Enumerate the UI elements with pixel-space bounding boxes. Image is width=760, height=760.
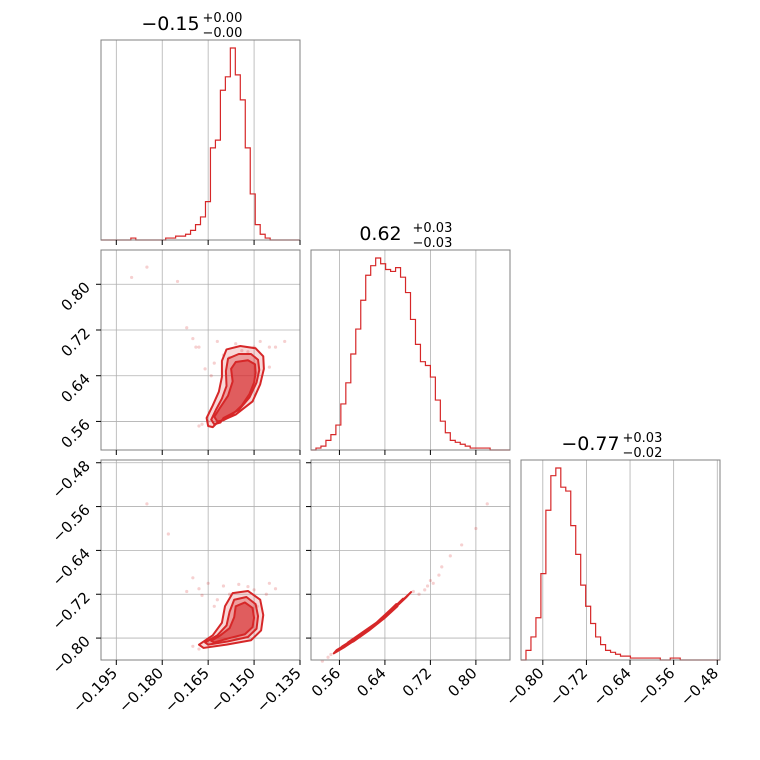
- panel-frame-pair0: [100, 249, 301, 451]
- scatter-point-pair0-13: [185, 326, 189, 330]
- histogram-frame-2: [520, 459, 721, 661]
- scatter-point-pair1-4: [221, 584, 226, 588]
- histogram-frame-1: [310, 249, 511, 451]
- title-plus-2: +0.03: [623, 431, 663, 446]
- scatter-point-pair0-15: [246, 350, 250, 354]
- scatter-point-pair1-11: [252, 588, 256, 592]
- scatter-point-pair2-4: [448, 554, 452, 558]
- y-tick-label-2-0: −0.80: [49, 632, 94, 677]
- histogram-0: [101, 47, 300, 241]
- histogram-frame-0: [100, 39, 301, 241]
- scatter-point-pair2-10: [329, 652, 333, 657]
- scatter-point-pair1-6: [267, 581, 271, 585]
- scatter-point-pair0-18: [200, 422, 204, 426]
- scatter-point-pair2-14: [437, 573, 441, 577]
- y-tick-label-1-0: 0.56: [57, 416, 93, 452]
- scatter-point-pair2-2: [428, 578, 432, 583]
- contour-pair1-0: [210, 601, 256, 644]
- x-tick-label-0-4: −0.135: [253, 664, 305, 716]
- scatter-point-pair1-10: [185, 589, 189, 594]
- scatter-point-pair2-6: [474, 526, 478, 531]
- x-tick-label-2-3: −0.56: [633, 664, 678, 709]
- scatter-point-pair0-22: [234, 342, 238, 346]
- contour-pair0-0: [213, 359, 257, 423]
- x-tick-label-0-2: −0.165: [161, 664, 213, 716]
- scatter-point-pair1-9: [215, 598, 219, 602]
- x-tick-label-2-4: −0.48: [677, 664, 722, 709]
- y-tick-label-2-3: −0.56: [49, 501, 94, 546]
- scatter-point-pair0-24: [240, 348, 244, 353]
- scatter-point-pair0-3: [267, 345, 271, 349]
- histogram-2: [521, 467, 720, 661]
- x-tick-label-1-0: 0.56: [308, 664, 344, 700]
- x-tick-label-0-3: −0.150: [207, 664, 259, 716]
- y-tick-label-2-2: −0.64: [49, 545, 94, 590]
- scatter-point-pair1-15: [191, 644, 195, 648]
- title-median-0: −0.15: [141, 13, 199, 35]
- scatter-point-pair1-14: [212, 604, 216, 608]
- scatter-point-pair1-17: [264, 592, 268, 596]
- scatter-point-pair0-9: [267, 365, 271, 369]
- scatter-point-pair2-0: [417, 592, 421, 596]
- panel-frame-pair1: [100, 459, 301, 661]
- scatter-point-pair0-12: [130, 275, 134, 280]
- x-tick-label-2-1: −0.72: [546, 664, 591, 709]
- x-tick-label-2-2: −0.64: [590, 664, 635, 709]
- scatter-point-pair1-8: [227, 592, 232, 596]
- scatter-point-pair0-2: [197, 345, 201, 349]
- scatter-point-pair1-7: [273, 587, 278, 591]
- scatter-point-pair2-9: [326, 655, 330, 659]
- x-tick-label-1-1: 0.64: [353, 664, 389, 700]
- contour-pair2-0: [345, 603, 399, 646]
- scatter-point-pair1-1: [166, 532, 170, 536]
- scatter-point-pair0-20: [209, 374, 213, 378]
- scatter-point-pair1-0: [145, 502, 149, 506]
- scatter-point-pair0-23: [194, 345, 198, 349]
- scatter-point-pair1-5: [197, 587, 201, 591]
- y-tick-label-1-1: 0.64: [57, 370, 93, 406]
- scatter-point-pair2-12: [423, 588, 427, 592]
- scatter-point-pair2-3: [440, 565, 444, 569]
- scatter-point-pair0-11: [175, 279, 180, 284]
- scatter-point-pair0-10: [273, 345, 278, 349]
- scatter-point-pair0-16: [258, 339, 262, 344]
- scatter-point-pair0-1: [191, 336, 195, 341]
- scatter-point-pair0-14: [283, 339, 287, 344]
- x-tick-label-1-2: 0.72: [399, 664, 435, 700]
- scatter-point-pair0-19: [197, 424, 201, 428]
- scatter-point-pair2-5: [460, 543, 464, 547]
- y-tick-label-2-1: −0.72: [49, 588, 94, 633]
- panel-frame-pair2: [310, 459, 511, 661]
- scatter-point-pair0-7: [212, 361, 216, 365]
- scatter-point-pair1-12: [237, 582, 241, 586]
- scatter-point-pair1-13: [200, 593, 204, 597]
- title-median-2: −0.77: [561, 433, 619, 455]
- scatter-point-pair1-16: [197, 647, 201, 651]
- y-tick-label-1-3: 0.80: [57, 278, 93, 314]
- x-tick-label-0-0: −0.195: [69, 664, 121, 716]
- scatter-point-pair1-18: [246, 584, 250, 589]
- x-tick-label-1-3: 0.80: [444, 664, 480, 700]
- y-tick-label-1-2: 0.72: [57, 324, 93, 360]
- scatter-point-pair2-13: [431, 581, 435, 585]
- title-plus-0: +0.00: [203, 11, 243, 26]
- histogram-1: [311, 257, 510, 451]
- scatter-point-pair1-2: [191, 576, 195, 580]
- title-plus-1: +0.03: [413, 221, 453, 236]
- title-minus-0: −0.00: [203, 26, 243, 41]
- scatter-point-pair1-3: [206, 581, 210, 585]
- scatter-point-pair0-0: [145, 265, 149, 269]
- x-tick-label-2-0: −0.80: [502, 664, 547, 709]
- title-minus-2: −0.02: [623, 446, 663, 461]
- scatter-point-pair2-11: [411, 589, 415, 594]
- title-minus-1: −0.03: [413, 236, 453, 251]
- scatter-point-pair2-1: [425, 584, 430, 588]
- y-tick-label-2-4: −0.48: [49, 457, 94, 502]
- scatter-point-pair0-8: [203, 367, 207, 371]
- x-tick-label-0-1: −0.180: [115, 664, 167, 716]
- title-median-1: 0.62: [359, 223, 401, 245]
- scatter-point-pair0-4: [215, 339, 219, 344]
- scatter-point-pair2-7: [485, 502, 489, 506]
